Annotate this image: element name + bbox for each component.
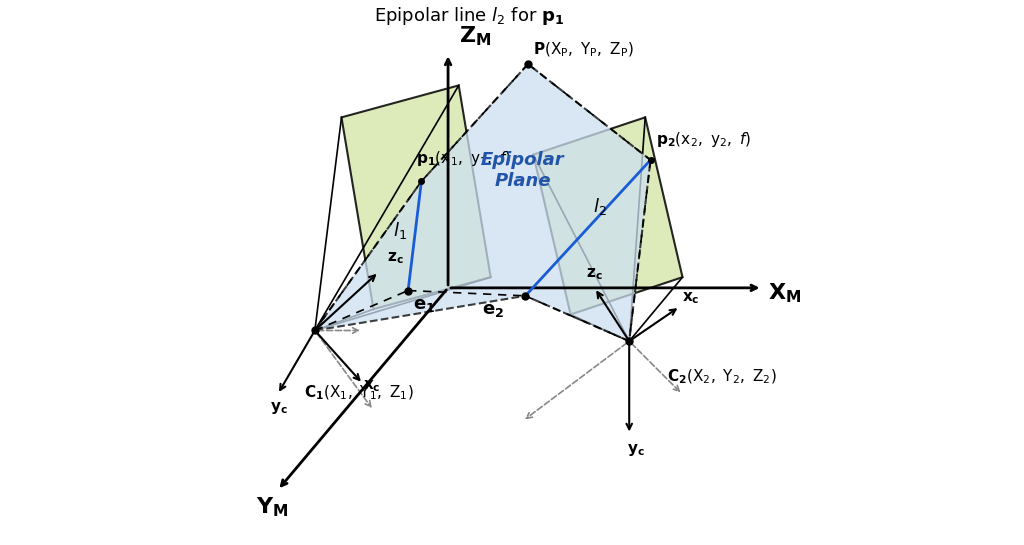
Text: $\mathbf{C_1}(\mathrm{X_1,\ Y_1,\ Z_1})$: $\mathbf{C_1}(\mathrm{X_1,\ Y_1,\ Z_1})$ xyxy=(304,384,414,402)
Text: $\boldsymbol{l_1}$: $\boldsymbol{l_1}$ xyxy=(393,220,408,241)
Text: $\mathbf{Y_M}$: $\mathbf{Y_M}$ xyxy=(256,495,289,519)
Text: $\mathbf{C_2}(\mathrm{X_2,\ Y_2,\ Z_2})$: $\mathbf{C_2}(\mathrm{X_2,\ Y_2,\ Z_2})$ xyxy=(667,368,776,386)
Text: $\mathbf{x_c}$: $\mathbf{x_c}$ xyxy=(683,290,700,306)
Text: $\boldsymbol{l_2}$: $\boldsymbol{l_2}$ xyxy=(593,196,607,217)
Text: $\mathbf{p_2}(\mathrm{x_2,\ y_2,}\ \mathit{f})$: $\mathbf{p_2}(\mathrm{x_2,\ y_2,}\ \math… xyxy=(655,130,751,149)
Text: $\mathbf{y_c}$: $\mathbf{y_c}$ xyxy=(627,443,644,458)
Text: $\mathbf{z_c}$: $\mathbf{z_c}$ xyxy=(586,266,602,282)
Text: Epipolar
Plane: Epipolar Plane xyxy=(481,152,564,190)
Text: $\mathbf{X_M}$: $\mathbf{X_M}$ xyxy=(768,281,801,305)
Text: $\mathbf{p_1}(\mathrm{x_1,\ y_1,}\ \mathit{f})$: $\mathbf{p_1}(\mathrm{x_1,\ y_1,}\ \math… xyxy=(416,149,511,168)
Polygon shape xyxy=(341,86,490,309)
Text: $\mathbf{z_c}$: $\mathbf{z_c}$ xyxy=(387,250,403,266)
Text: $\mathbf{P}(\mathrm{X_P,\ Y_P,\ Z_P})$: $\mathbf{P}(\mathrm{X_P,\ Y_P,\ Z_P})$ xyxy=(534,40,634,59)
Polygon shape xyxy=(534,117,683,314)
Text: Epipolar line $\boldsymbol{l_2}$ for $\mathbf{p_1}$: Epipolar line $\boldsymbol{l_2}$ for $\m… xyxy=(374,5,564,27)
Polygon shape xyxy=(314,64,650,341)
Text: $\mathbf{e_2}$: $\mathbf{e_2}$ xyxy=(482,301,504,319)
Text: $\mathbf{y_c}$: $\mathbf{y_c}$ xyxy=(269,399,288,416)
Text: $\mathbf{e_1}$: $\mathbf{e_1}$ xyxy=(414,296,435,314)
Text: $\mathbf{Z_M}$: $\mathbf{Z_M}$ xyxy=(459,25,492,48)
Text: $\mathbf{x_c}$: $\mathbf{x_c}$ xyxy=(362,378,381,394)
